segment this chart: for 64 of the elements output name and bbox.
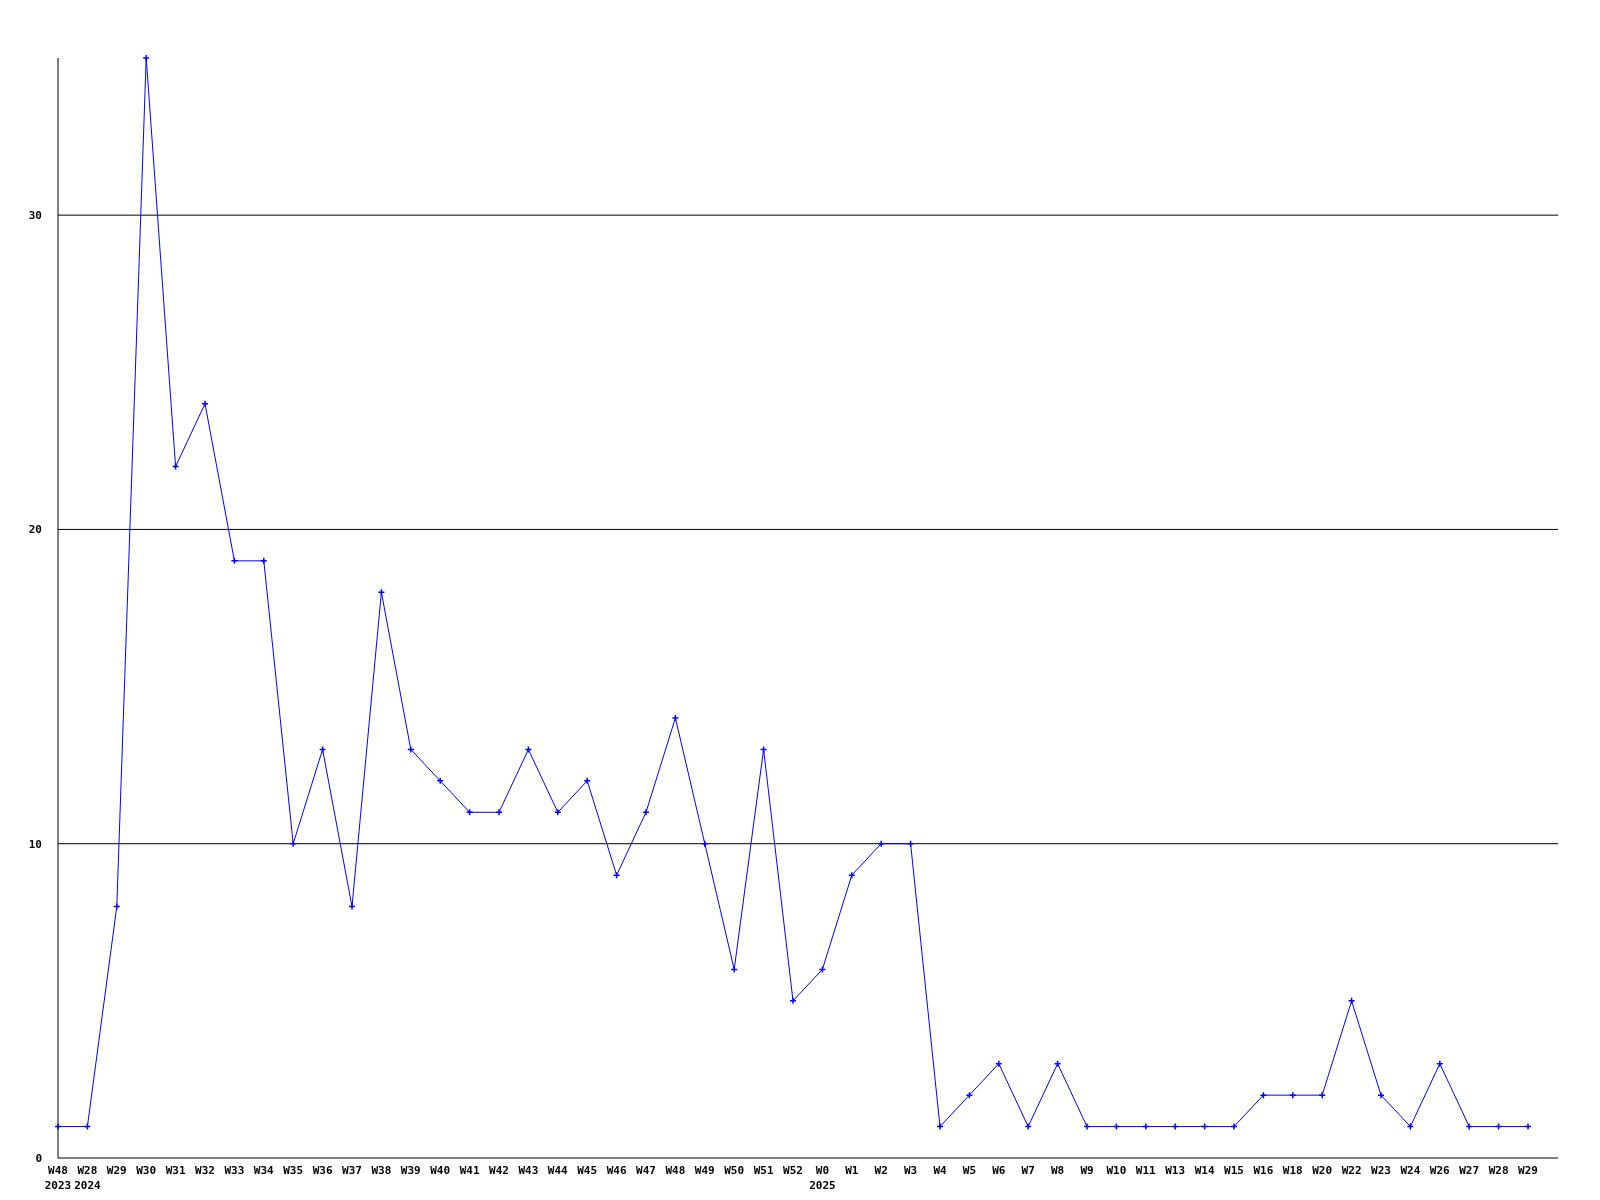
x-tick-label: W6 <box>992 1164 1006 1177</box>
y-tick-label: 0 <box>35 1152 42 1165</box>
x-tick-label: W16 <box>1253 1164 1274 1177</box>
x-tick-label: W13 <box>1165 1164 1186 1177</box>
x-tick-label: W9 <box>1080 1164 1094 1177</box>
y-tick-label: 10 <box>28 837 42 851</box>
x-tick-label: W49 <box>694 1164 715 1177</box>
x-tick-label: W38 <box>371 1164 392 1177</box>
x-tick-label: W37 <box>342 1164 362 1177</box>
x-tick-label: W11 <box>1135 1164 1157 1177</box>
x-tick-label: W3 <box>903 1164 918 1177</box>
point <box>142 54 150 62</box>
point <box>583 777 591 785</box>
x-tick-label: W30 <box>136 1164 157 1177</box>
point <box>1377 1091 1385 1099</box>
y-tick-label: 30 <box>28 209 42 223</box>
point <box>436 777 444 785</box>
x-tick-label: W5 <box>962 1164 977 1177</box>
point <box>848 871 856 879</box>
x-tick-label: W42 <box>489 1164 509 1177</box>
x-tick-label: W7 <box>1021 1164 1035 1177</box>
x-tick-label: W22 <box>1341 1164 1362 1177</box>
x-tick-label: W32 <box>195 1164 215 1177</box>
x-tick-label: W2 <box>874 1164 888 1177</box>
x-tick-label: W39 <box>400 1164 421 1177</box>
x-tick-label: W29 <box>1518 1164 1538 1177</box>
x-tick-label: W8 <box>1050 1164 1065 1177</box>
x-tick-label: W33 <box>224 1164 245 1177</box>
x-tick-label: W23 <box>1371 1164 1391 1177</box>
x-tick-label: W4 <box>933 1164 947 1177</box>
y-tick-label: 20 <box>28 523 42 537</box>
x-tick-label: W1 <box>845 1164 859 1177</box>
x-tick-label: W27 <box>1459 1164 1480 1177</box>
point <box>260 557 268 565</box>
x-tick-label: W0 2025 <box>809 1164 836 1192</box>
x-tick-label: W45 <box>577 1164 598 1177</box>
x-tick-label: W26 <box>1429 1164 1451 1177</box>
x-tick-label: W34 <box>253 1164 275 1177</box>
x-tick-label: W20 <box>1312 1164 1333 1177</box>
x-tick-label: W24 <box>1400 1164 1421 1177</box>
x-tick-label: W28 <box>1488 1164 1509 1177</box>
x-tick-label: W31 <box>165 1164 186 1177</box>
x-tick-label: W10 <box>1106 1164 1127 1177</box>
x-tick-label: W51 <box>753 1164 774 1177</box>
x-tick-label: W28 2024 <box>74 1164 102 1192</box>
x-tick-label: W50 <box>724 1164 745 1177</box>
x-tick-label: W40 <box>430 1164 451 1177</box>
x-tick-label: W43 <box>518 1164 539 1177</box>
x-tick-label: W29 <box>106 1164 127 1177</box>
x-tick-label: W46 <box>606 1164 627 1177</box>
x-tick-label: W41 <box>459 1164 480 1177</box>
x-tick-label: W47 <box>636 1164 656 1177</box>
x-tick-label: W15 <box>1224 1164 1244 1177</box>
x-tick-label: W48 <box>665 1164 686 1177</box>
x-tick-label: W48 2023 <box>44 1164 72 1192</box>
x-tick-label: W36 <box>312 1164 333 1177</box>
x-tick-label: W18 <box>1282 1164 1303 1177</box>
x-tick-label: W35 <box>283 1164 304 1177</box>
point <box>789 997 797 1005</box>
x-tick-label: W14 <box>1194 1164 1215 1177</box>
x-tick-label: W52 <box>783 1164 803 1177</box>
point <box>1289 1091 1297 1099</box>
point <box>1318 1091 1326 1099</box>
x-tick-label: W44 <box>547 1164 569 1177</box>
